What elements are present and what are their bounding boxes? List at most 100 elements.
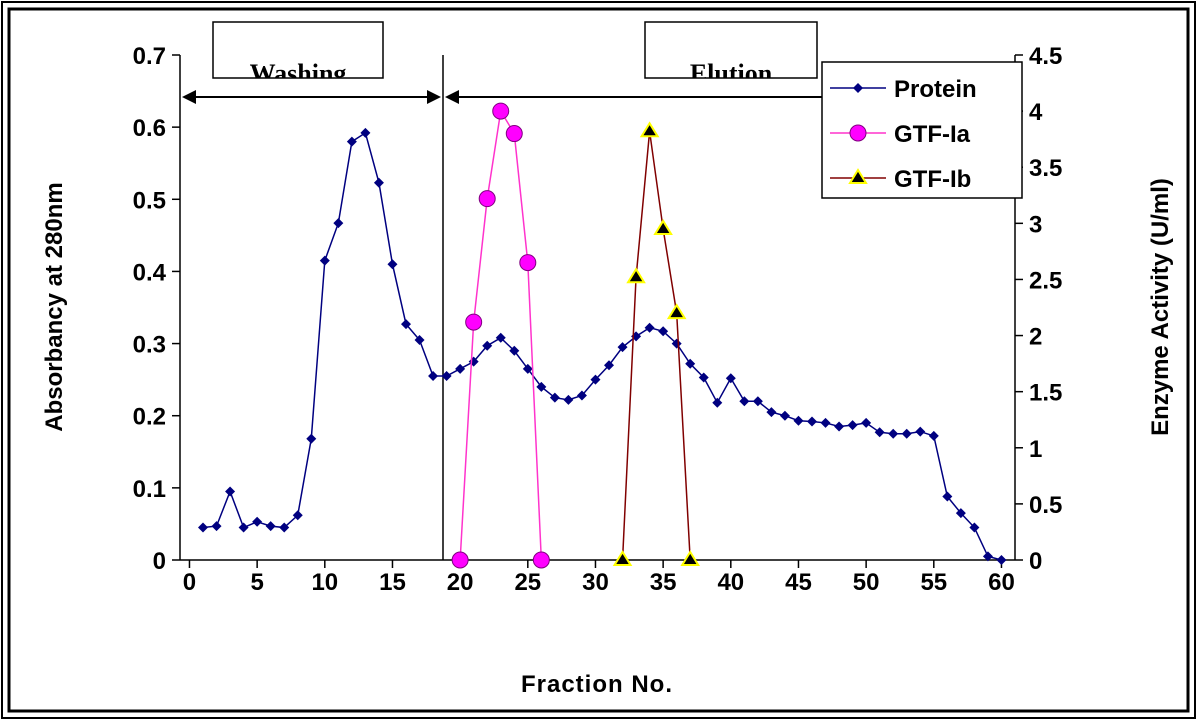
marker: [955, 508, 966, 519]
marker: [455, 363, 466, 374]
marker: [874, 427, 885, 438]
marker: [428, 371, 439, 382]
marker: [982, 551, 993, 562]
marker: [847, 420, 858, 431]
x-tick-label: 35: [650, 569, 677, 596]
marker: [685, 358, 696, 369]
marker: [644, 322, 655, 333]
y2-tick-label: 4: [1029, 99, 1043, 126]
marker: [612, 550, 633, 566]
marker: [915, 426, 926, 437]
marker: [853, 83, 863, 93]
marker: [482, 340, 493, 351]
y2-tick-label: 1: [1029, 436, 1042, 463]
y2-tick-label: 1.5: [1029, 380, 1062, 407]
marker: [712, 397, 723, 408]
marker: [996, 555, 1007, 565]
marker: [532, 551, 550, 569]
y-tick-label: 0.7: [133, 43, 166, 70]
y-tick-label: 0: [153, 548, 166, 575]
marker: [401, 319, 412, 330]
y2-axis-label: Enzyme Activity (U/ml): [1147, 178, 1174, 436]
x-tick-label: 25: [514, 569, 541, 596]
marker: [698, 372, 709, 383]
marker: [306, 433, 317, 444]
marker: [198, 522, 209, 533]
x-tick-label: 15: [379, 569, 406, 596]
marker: [492, 102, 510, 120]
marker: [465, 313, 483, 331]
marker: [451, 551, 469, 569]
y2-tick-label: 3.5: [1029, 155, 1062, 182]
x-tick-label: 40: [717, 569, 744, 596]
marker: [576, 390, 587, 401]
x-tick-label: 30: [582, 569, 609, 596]
marker: [666, 303, 687, 320]
marker: [752, 396, 763, 407]
marker: [680, 550, 700, 566]
marker: [292, 510, 303, 521]
y-tick-label: 0.4: [133, 259, 167, 286]
marker: [639, 121, 660, 138]
marker: [563, 394, 574, 405]
y2-tick-label: 2.5: [1029, 267, 1062, 294]
x-tick-label: 50: [853, 569, 880, 596]
marker: [725, 373, 736, 384]
marker: [319, 255, 330, 266]
marker: [888, 428, 899, 439]
inner-frame: [7, 7, 1190, 713]
marker: [536, 381, 547, 392]
y-tick-label: 0.6: [133, 115, 166, 142]
marker: [834, 421, 845, 432]
y-tick-label: 0.2: [133, 404, 166, 431]
marker: [441, 371, 452, 382]
marker: [360, 127, 371, 138]
marker: [505, 125, 523, 143]
x-tick-label: 10: [311, 569, 338, 596]
marker: [658, 326, 669, 337]
marker: [333, 218, 344, 229]
marker: [265, 521, 276, 532]
marker: [509, 345, 520, 356]
x-axis-label: Fraction No.: [521, 671, 673, 698]
marker: [604, 360, 615, 371]
marker: [225, 486, 236, 497]
marker: [522, 363, 533, 374]
marker: [969, 522, 980, 533]
y2-tick-label: 4.5: [1029, 43, 1062, 70]
annotation: Washing: [250, 59, 347, 88]
series-line: [621, 131, 691, 561]
y-axis-label: Absorbancy at 280nm: [41, 182, 68, 431]
marker: [766, 407, 777, 418]
marker: [861, 417, 872, 428]
y2-tick-label: 2: [1029, 324, 1042, 351]
marker: [739, 396, 750, 407]
x-tick-label: 20: [447, 569, 474, 596]
y2-tick-label: 0: [1029, 548, 1042, 575]
marker: [549, 392, 560, 403]
marker: [779, 410, 790, 421]
marker: [820, 417, 831, 428]
x-tick-label: 0: [183, 569, 196, 596]
marker: [519, 254, 537, 272]
marker: [942, 491, 953, 502]
legend-label: Protein: [894, 76, 977, 103]
marker: [373, 177, 384, 188]
y-tick-label: 0.1: [133, 476, 166, 503]
marker: [626, 267, 646, 284]
legend-label: GTF-Ib: [894, 166, 971, 193]
marker: [414, 334, 425, 345]
marker: [279, 522, 290, 533]
marker: [495, 332, 506, 343]
marker: [901, 428, 912, 439]
marker: [387, 259, 398, 270]
marker: [617, 342, 628, 353]
marker: [211, 521, 222, 532]
x-tick-label: 5: [250, 569, 263, 596]
y-tick-label: 0.3: [133, 332, 166, 359]
marker: [252, 516, 263, 527]
marker: [928, 430, 939, 441]
legend-label: GTF-Ia: [894, 121, 971, 148]
